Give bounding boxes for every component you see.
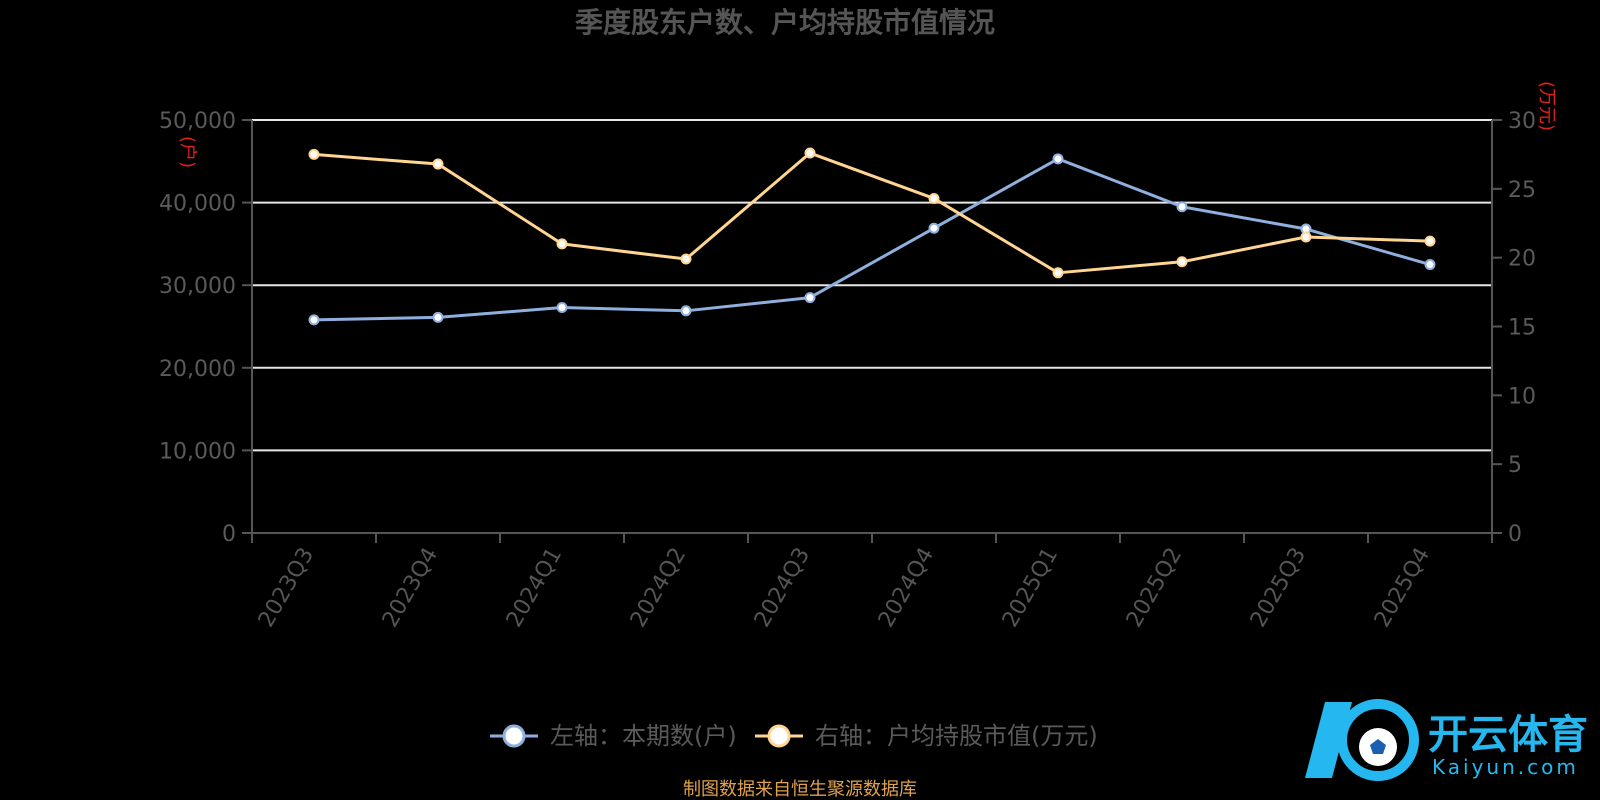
series-0-point-5 <box>928 222 940 234</box>
series-1-point-4 <box>804 147 816 159</box>
legend-marker-right <box>767 724 791 748</box>
axes <box>251 120 1493 534</box>
legend-label-right: 右轴：户均持股市值(万元) <box>815 722 1098 750</box>
x-tick-label-5: 2024Q4 <box>874 544 939 632</box>
x-tick-label-2: 2024Q1 <box>502 544 567 632</box>
series-0-point-0 <box>308 314 320 326</box>
k-ball-logo-icon <box>1305 699 1419 781</box>
watermark-cn: 开云体育 <box>1428 712 1588 758</box>
series-0-point-3 <box>680 305 692 317</box>
x-tick-label-7: 2025Q2 <box>1122 544 1187 632</box>
series-0-point-7 <box>1176 201 1188 213</box>
left-axis-unit: (户) <box>177 136 198 168</box>
right-tick-label-0: 0 <box>1508 522 1522 547</box>
x-axis-ticks: 2023Q3 2023Q4 2024Q1 2024Q2 2024Q3 2024Q4 2025… <box>251 533 1493 632</box>
series-layer <box>308 147 1436 326</box>
series-1-point-8 <box>1300 231 1312 243</box>
series-0-point-4 <box>804 292 816 304</box>
series-0-point-2 <box>556 302 568 314</box>
left-tick-label-2: 20,000 <box>159 357 236 382</box>
series-1-point-5 <box>928 192 940 204</box>
series-1-point-0 <box>308 148 320 160</box>
legend-item-right[interactable]: 右轴：户均持股市值(万元) <box>755 722 1098 750</box>
left-axis-ticks: 0 10,000 20,000 30,000 40,000 50,000 <box>159 109 252 547</box>
right-tick-label-5: 25 <box>1508 178 1536 203</box>
series-1-point-6 <box>1052 267 1064 279</box>
legend-marker-left <box>502 724 526 748</box>
x-tick-label-8: 2025Q3 <box>1246 544 1311 632</box>
series-0-point-6 <box>1052 153 1064 165</box>
x-tick-label-9: 2025Q4 <box>1370 544 1435 632</box>
series-0-point-9 <box>1424 259 1436 271</box>
legend[interactable]: 左轴：本期数(户) 右轴：户均持股市值(万元) <box>490 722 1098 750</box>
right-tick-label-2: 10 <box>1508 384 1536 409</box>
right-axis-ticks: 0 5 10 15 20 25 30 <box>1492 109 1536 547</box>
grid-lines <box>252 119 1492 452</box>
left-tick-label-0: 0 <box>222 522 236 547</box>
series-1-point-7 <box>1176 256 1188 268</box>
series-1-point-2 <box>556 238 568 250</box>
series-1-point-9 <box>1424 235 1436 247</box>
right-tick-label-6: 30 <box>1508 109 1536 134</box>
x-tick-label-1: 2023Q4 <box>378 544 443 632</box>
left-tick-label-3: 30,000 <box>159 274 236 299</box>
series-1-point-1 <box>432 158 444 170</box>
legend-label-left: 左轴：本期数(户) <box>550 722 737 750</box>
x-tick-label-0: 2023Q3 <box>254 544 319 632</box>
x-tick-label-3: 2024Q2 <box>626 544 691 632</box>
left-tick-label-5: 50,000 <box>159 109 236 134</box>
x-tick-label-4: 2024Q3 <box>750 544 815 632</box>
right-tick-label-1: 5 <box>1508 453 1522 478</box>
series-line-0 <box>313 157 1431 322</box>
x-tick-label-6: 2025Q1 <box>998 544 1063 632</box>
series-line-1 <box>313 151 1431 275</box>
watermark-logo: 开云体育 Kaiyun.com <box>1305 699 1588 781</box>
watermark-en: Kaiyun.com <box>1432 755 1579 779</box>
legend-item-left[interactable]: 左轴：本期数(户) <box>490 722 737 750</box>
series-1-point-3 <box>680 253 692 265</box>
source-note: 制图数据来自恒生聚源数据库 <box>683 779 917 800</box>
right-axis-unit: (万元) <box>1536 81 1557 131</box>
chart-title: 季度股东户数、户均持股市值情况 <box>575 6 995 39</box>
left-tick-label-4: 40,000 <box>159 192 236 217</box>
series-0-point-1 <box>432 311 444 323</box>
right-tick-label-3: 15 <box>1508 316 1536 341</box>
right-tick-label-4: 20 <box>1508 247 1536 272</box>
left-tick-label-1: 10,000 <box>159 439 236 464</box>
